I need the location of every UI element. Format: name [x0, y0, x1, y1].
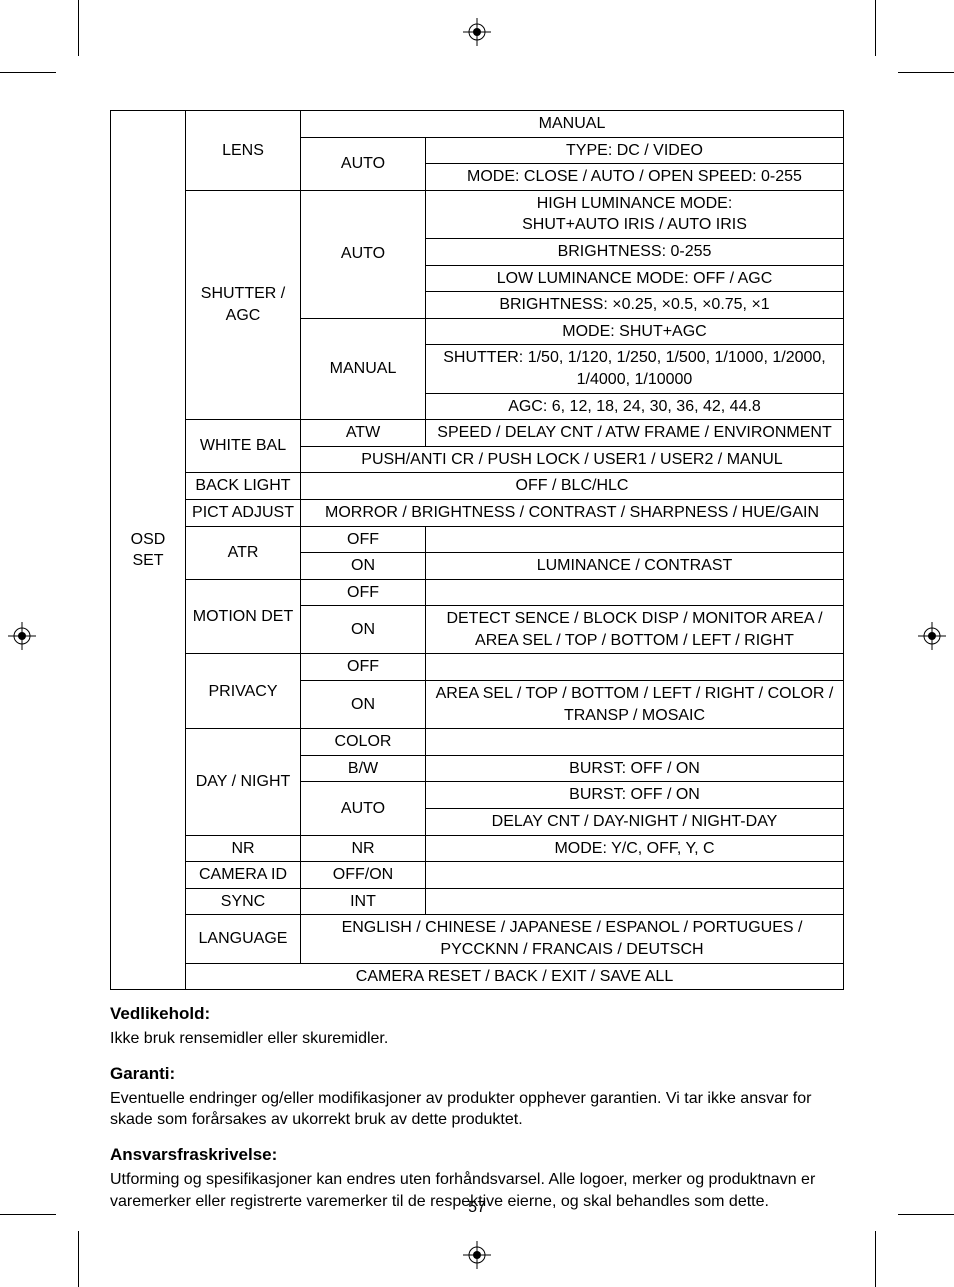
- value-cell: AGC: 6, 12, 18, 24, 30, 36, 42, 44.8: [426, 393, 844, 420]
- section-body: Eventuelle endringer og/eller modifikasj…: [110, 1088, 844, 1131]
- registration-mark-icon: [918, 622, 946, 650]
- value-cell: MODE: CLOSE / AUTO / OPEN SPEED: 0-255: [426, 164, 844, 191]
- mode-cell: COLOR: [301, 729, 426, 756]
- text-section: Vedlikehold: Ikke bruk rensemidler eller …: [110, 1004, 844, 1050]
- value-cell: [426, 654, 844, 681]
- mode-cell: ENGLISH / CHINESE / JAPANESE / ESPANOL /…: [301, 915, 844, 963]
- table-row: CAMERA RESET / BACK / EXIT / SAVE ALL: [111, 963, 844, 990]
- category-cell: PRIVACY: [186, 654, 301, 729]
- osd-settings-table: OSD SETLENSMANUALAUTOTYPE: DC / VIDEOMOD…: [110, 110, 844, 990]
- mode-cell: AUTO: [301, 137, 426, 190]
- table-row: BACK LIGHTOFF / BLC/HLC: [111, 473, 844, 500]
- category-cell: ATR: [186, 526, 301, 579]
- mode-cell: PUSH/ANTI CR / PUSH LOCK / USER1 / USER2…: [301, 446, 844, 473]
- value-cell: [426, 729, 844, 756]
- table-row: PRIVACYOFF: [111, 654, 844, 681]
- value-cell: [426, 862, 844, 889]
- mode-cell: OFF / BLC/HLC: [301, 473, 844, 500]
- category-cell: MOTION DET: [186, 579, 301, 654]
- page-content: OSD SETLENSMANUALAUTOTYPE: DC / VIDEOMOD…: [110, 110, 844, 1212]
- value-cell: BRIGHTNESS: 0-255: [426, 238, 844, 265]
- table-row: LANGUAGEENGLISH / CHINESE / JAPANESE / E…: [111, 915, 844, 963]
- category-cell: CAMERA RESET / BACK / EXIT / SAVE ALL: [186, 963, 844, 990]
- mode-cell: MANUAL: [301, 111, 844, 138]
- table-row: SHUTTER / AGCAUTOHIGH LUMINANCE MODE: SH…: [111, 190, 844, 238]
- table-row: MOTION DETOFF: [111, 579, 844, 606]
- value-cell: LUMINANCE / CONTRAST: [426, 553, 844, 580]
- table-row: SYNCINT: [111, 888, 844, 915]
- mode-cell: ATW: [301, 420, 426, 447]
- value-cell: LOW LUMINANCE MODE: OFF / AGC: [426, 265, 844, 292]
- value-cell: MODE: SHUT+AGC: [426, 318, 844, 345]
- value-cell: HIGH LUMINANCE MODE: SHUT+AUTO IRIS / AU…: [426, 190, 844, 238]
- value-cell: BURST: OFF / ON: [426, 755, 844, 782]
- category-cell: DAY / NIGHT: [186, 729, 301, 835]
- crop-mark: [0, 72, 56, 73]
- value-cell: SPEED / DELAY CNT / ATW FRAME / ENVIRONM…: [426, 420, 844, 447]
- crop-mark: [78, 0, 79, 56]
- category-cell: SYNC: [186, 888, 301, 915]
- mode-cell: OFF: [301, 579, 426, 606]
- table-row: CAMERA IDOFF/ON: [111, 862, 844, 889]
- registration-mark-icon: [8, 622, 36, 650]
- table-row: NRNRMODE: Y/C, OFF, Y, C: [111, 835, 844, 862]
- mode-cell: INT: [301, 888, 426, 915]
- category-cell: PICT ADJUST: [186, 499, 301, 526]
- section-heading: Vedlikehold:: [110, 1004, 844, 1024]
- page-number: 57: [0, 1199, 954, 1217]
- value-cell: DETECT SENCE / BLOCK DISP / MONITOR AREA…: [426, 606, 844, 654]
- table-row: DAY / NIGHTCOLOR: [111, 729, 844, 756]
- value-cell: BRIGHTNESS: ×0.25, ×0.5, ×0.75, ×1: [426, 292, 844, 319]
- category-cell: LENS: [186, 111, 301, 191]
- mode-cell: B/W: [301, 755, 426, 782]
- value-cell: [426, 888, 844, 915]
- registration-mark-icon: [463, 1241, 491, 1269]
- category-cell: WHITE BAL: [186, 420, 301, 473]
- crop-mark: [898, 72, 954, 73]
- category-cell: CAMERA ID: [186, 862, 301, 889]
- mode-cell: NR: [301, 835, 426, 862]
- osd-set-cell: OSD SET: [111, 111, 186, 990]
- mode-cell: MANUAL: [301, 318, 426, 419]
- table-row: WHITE BALATWSPEED / DELAY CNT / ATW FRAM…: [111, 420, 844, 447]
- crop-mark: [875, 0, 876, 56]
- registration-mark-icon: [463, 18, 491, 46]
- text-section: Garanti: Eventuelle endringer og/eller mo…: [110, 1064, 844, 1131]
- mode-cell: AUTO: [301, 782, 426, 835]
- crop-mark: [875, 1231, 876, 1287]
- value-cell: BURST: OFF / ON: [426, 782, 844, 809]
- mode-cell: ON: [301, 553, 426, 580]
- mode-cell: OFF: [301, 654, 426, 681]
- table-row: PICT ADJUSTMORROR / BRIGHTNESS / CONTRAS…: [111, 499, 844, 526]
- value-cell: DELAY CNT / DAY-NIGHT / NIGHT-DAY: [426, 809, 844, 836]
- mode-cell: OFF: [301, 526, 426, 553]
- category-cell: BACK LIGHT: [186, 473, 301, 500]
- category-cell: SHUTTER / AGC: [186, 190, 301, 419]
- section-heading: Ansvarsfraskrivelse:: [110, 1145, 844, 1165]
- mode-cell: ON: [301, 681, 426, 729]
- value-cell: MODE: Y/C, OFF, Y, C: [426, 835, 844, 862]
- crop-mark: [78, 1231, 79, 1287]
- value-cell: [426, 579, 844, 606]
- category-cell: NR: [186, 835, 301, 862]
- value-cell: SHUTTER: 1/50, 1/120, 1/250, 1/500, 1/10…: [426, 345, 844, 393]
- mode-cell: ON: [301, 606, 426, 654]
- value-cell: TYPE: DC / VIDEO: [426, 137, 844, 164]
- table-row: ATROFF: [111, 526, 844, 553]
- table-row: OSD SETLENSMANUAL: [111, 111, 844, 138]
- section-heading: Garanti:: [110, 1064, 844, 1084]
- value-cell: AREA SEL / TOP / BOTTOM / LEFT / RIGHT /…: [426, 681, 844, 729]
- value-cell: [426, 526, 844, 553]
- category-cell: LANGUAGE: [186, 915, 301, 963]
- mode-cell: OFF/ON: [301, 862, 426, 889]
- mode-cell: MORROR / BRIGHTNESS / CONTRAST / SHARPNE…: [301, 499, 844, 526]
- mode-cell: AUTO: [301, 190, 426, 318]
- section-body: Ikke bruk rensemidler eller skuremidler.: [110, 1028, 844, 1050]
